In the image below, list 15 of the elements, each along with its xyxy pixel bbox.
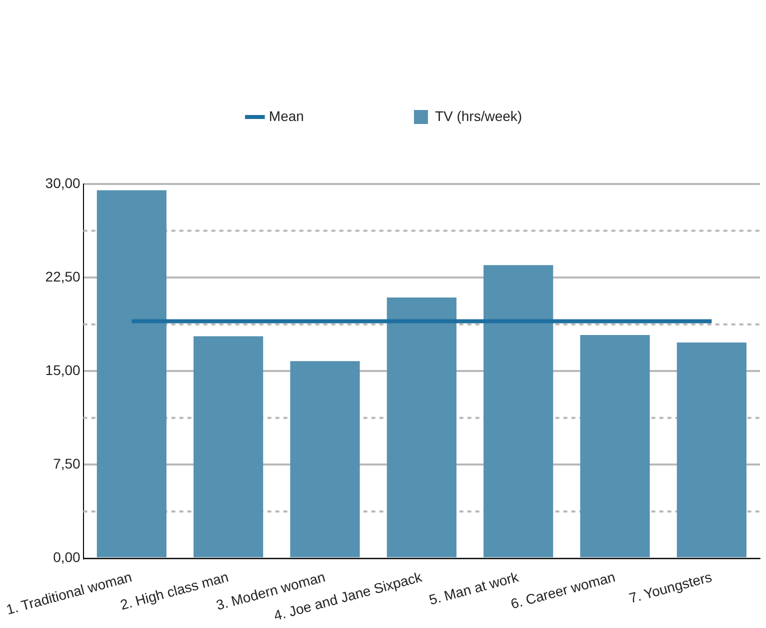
bar xyxy=(290,361,360,558)
legend-label: Mean xyxy=(268,108,304,124)
y-tick-label: 22,50 xyxy=(45,268,81,284)
legend-label: TV (hrs/week) xyxy=(434,108,522,124)
y-tick-label: 15,00 xyxy=(45,362,81,378)
y-tick-label: 30,00 xyxy=(45,174,81,191)
bar xyxy=(676,342,746,558)
bar xyxy=(194,336,264,558)
bar xyxy=(386,298,456,558)
y-tick-label: 7,50 xyxy=(53,456,81,472)
bar xyxy=(580,334,650,558)
bar xyxy=(484,265,554,558)
bar xyxy=(96,190,166,558)
y-tick-label: 0,00 xyxy=(53,549,81,566)
x-tick-label: 7. Youngsters xyxy=(627,568,714,606)
